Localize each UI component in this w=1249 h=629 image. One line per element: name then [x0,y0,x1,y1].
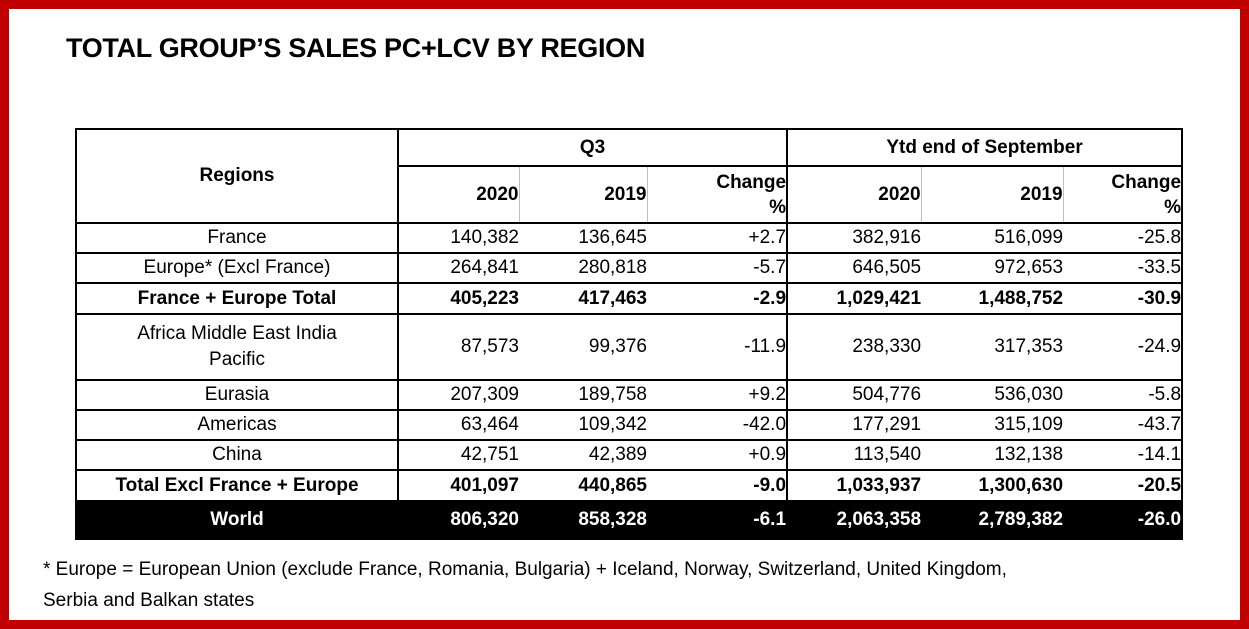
ytd-change-cell: -20.5 [1063,469,1183,501]
ytd-2020-cell: 646,505 [786,252,922,283]
ytd-2019-cell: 516,099 [921,222,1064,253]
ytd-change-cell: -30.9 [1063,282,1183,314]
region-cell: Africa Middle East India Pacific [76,313,398,380]
q3-change-cell: +2.7 [647,222,788,253]
table-row-total-excl-france-europe: Total Excl France + Europe 401,097 440,8… [76,469,1183,501]
q3-2020-cell: 63,464 [397,409,519,440]
q3-2019-cell: 440,865 [519,469,647,501]
sales-table: Regions Q3 Ytd end of September 2020 201… [75,128,1184,540]
ytd-change-cell: -24.9 [1063,313,1183,380]
q3-change-cell: -42.0 [647,409,788,440]
region-cell: Americas [76,409,398,440]
q3-2019-header: 2019 [519,165,648,223]
ytd-group-header: Ytd end of September [786,128,1183,166]
q3-group-header: Q3 [396,128,788,166]
ytd-change-cell: -26.0 [1063,500,1183,539]
table-row-france-europe-total: France + Europe Total 405,223 417,463 -2… [76,282,1183,314]
ytd-change-cell: -14.1 [1063,439,1183,470]
q3-2019-cell: 280,818 [519,252,647,283]
q3-2020-cell: 207,309 [397,379,519,410]
table-row-eurasia: Eurasia 207,309 189,758 +9.2 504,776 536… [76,379,1183,410]
q3-2020-header: 2020 [397,165,520,223]
ytd-2019-cell: 1,300,630 [921,469,1064,501]
ytd-2019-cell: 972,653 [921,252,1064,283]
ytd-change-cell: -25.8 [1063,222,1183,253]
header-row-groups: Regions Q3 Ytd end of September [76,128,1183,223]
ytd-2020-header: 2020 [786,165,922,223]
ytd-change-cell: -33.5 [1063,252,1183,283]
q3-2019-cell: 189,758 [519,379,647,410]
ytd-change-header: Change % [1063,165,1183,223]
q3-2019-cell: 858,328 [519,500,647,539]
region-cell: Total Excl France + Europe [76,469,398,501]
ytd-2020-cell: 177,291 [786,409,922,440]
q3-2020-cell: 806,320 [397,500,519,539]
region-cell: Eurasia [76,379,398,410]
table-row-africa-middle-east-india-pacific: Africa Middle East India Pacific 87,573 … [76,313,1183,380]
q3-2019-cell: 136,645 [519,222,647,253]
q3-2020-cell: 140,382 [397,222,519,253]
ytd-change-cell: -43.7 [1063,409,1183,440]
region-cell: China [76,439,398,470]
ytd-2019-cell: 317,353 [921,313,1064,380]
q3-2020-cell: 264,841 [397,252,519,283]
ytd-2019-cell: 1,488,752 [921,282,1064,314]
table-row-europe: Europe* (Excl France) 264,841 280,818 -5… [76,252,1183,283]
region-cell: France + Europe Total [76,282,398,314]
region-cell: France [76,222,398,253]
q3-2020-cell: 401,097 [397,469,519,501]
q3-2020-cell: 87,573 [397,313,519,380]
q3-2019-cell: 417,463 [519,282,647,314]
ytd-2019-cell: 315,109 [921,409,1064,440]
q3-2020-cell: 405,223 [397,282,519,314]
europe-definition-footnote: * Europe = European Union (exclude Franc… [43,559,1007,611]
q3-2019-cell: 109,342 [519,409,647,440]
header-row-years: 2020 2019 Change % 2020 2019 Change % [76,165,1183,223]
ytd-2019-cell: 132,138 [921,439,1064,470]
table-row-world: World 806,320 858,328 -6.1 2,063,358 2,7… [76,500,1183,539]
q3-change-header: Change % [647,165,788,223]
ytd-change-cell: -5.8 [1063,379,1183,410]
ytd-2019-cell: 536,030 [921,379,1064,410]
q3-change-cell: -6.1 [647,500,788,539]
regions-header: Regions [76,128,398,223]
q3-change-cell: +0.9 [647,439,788,470]
ytd-2020-cell: 238,330 [786,313,922,380]
q3-change-cell: -11.9 [647,313,788,380]
q3-change-cell: -9.0 [647,469,788,501]
q3-2019-cell: 99,376 [519,313,647,380]
table-row-china: China 42,751 42,389 +0.9 113,540 132,138… [76,439,1183,470]
region-cell: World [76,500,398,539]
ytd-2020-cell: 504,776 [786,379,922,410]
q3-2019-cell: 42,389 [519,439,647,470]
q3-2020-cell: 42,751 [397,439,519,470]
q3-change-cell: -2.9 [647,282,788,314]
table-row-americas: Americas 63,464 109,342 -42.0 177,291 31… [76,409,1183,440]
ytd-2020-cell: 113,540 [786,439,922,470]
ytd-2020-cell: 1,029,421 [786,282,922,314]
page-title: TOTAL GROUP’S SALES PC+LCV BY REGION [66,33,646,63]
ytd-2020-cell: 1,033,937 [786,469,922,501]
q3-change-cell: -5.7 [647,252,788,283]
ytd-2020-cell: 382,916 [786,222,922,253]
ytd-2020-cell: 2,063,358 [786,500,922,539]
ytd-2019-header: 2019 [921,165,1064,223]
q3-change-cell: +9.2 [647,379,788,410]
table-row-france: France 140,382 136,645 +2.7 382,916 516,… [76,222,1183,253]
ytd-2019-cell: 2,789,382 [921,500,1064,539]
region-cell: Europe* (Excl France) [76,252,398,283]
